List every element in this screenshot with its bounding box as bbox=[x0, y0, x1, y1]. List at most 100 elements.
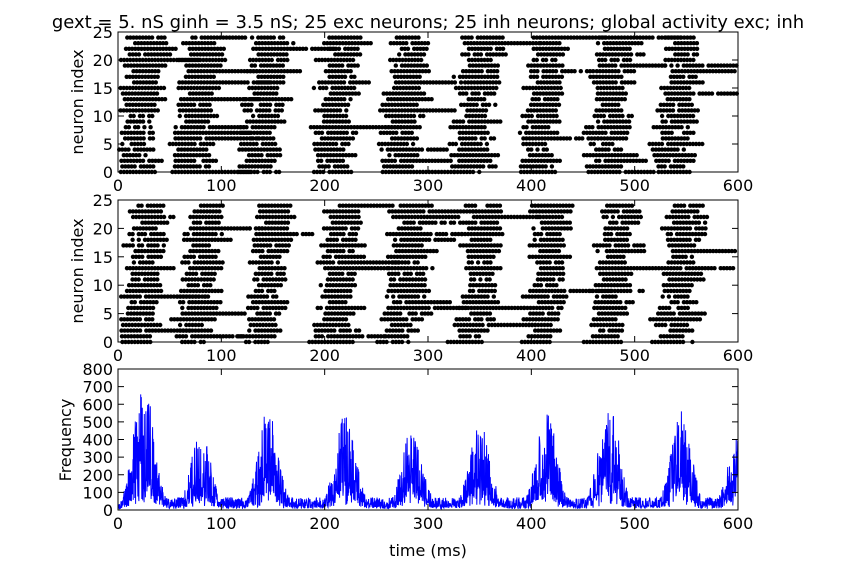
spike-dot bbox=[275, 113, 281, 119]
spike-dot bbox=[487, 248, 492, 254]
spike-dot bbox=[423, 158, 429, 163]
spike-dot bbox=[605, 46, 611, 51]
spike-dot bbox=[549, 85, 554, 91]
spike-dot bbox=[482, 220, 487, 225]
spike-dot bbox=[433, 158, 438, 163]
spike-dot bbox=[460, 69, 466, 74]
spike-dot bbox=[384, 130, 390, 135]
spike-dot bbox=[656, 322, 662, 328]
spike-dot bbox=[527, 153, 533, 158]
spike-dot bbox=[495, 74, 500, 80]
spike-dot bbox=[682, 294, 687, 299]
spike-dot bbox=[655, 108, 660, 113]
spike-dot bbox=[409, 108, 414, 113]
spike-dot bbox=[179, 85, 184, 91]
spike-dot bbox=[676, 243, 681, 248]
spike-dot bbox=[563, 69, 568, 74]
spike-dot bbox=[676, 41, 681, 46]
spike-dot bbox=[539, 136, 545, 141]
spike-dot bbox=[144, 80, 149, 85]
spike-dot bbox=[381, 164, 387, 169]
spike-dot bbox=[220, 260, 225, 265]
spike-dot bbox=[346, 260, 351, 265]
spike-dot bbox=[666, 35, 671, 40]
spike-dot bbox=[614, 136, 619, 141]
spike-dot bbox=[413, 147, 418, 152]
spike-dot bbox=[217, 311, 222, 316]
spike-dot bbox=[678, 260, 684, 265]
spike-dot bbox=[198, 136, 203, 141]
spike-dot bbox=[663, 158, 668, 163]
spike-dot bbox=[271, 91, 276, 96]
spike-dot bbox=[405, 226, 411, 231]
spike-dot bbox=[333, 102, 338, 108]
spike-dot bbox=[600, 260, 606, 265]
spike-dot bbox=[658, 102, 663, 108]
spike-dot bbox=[150, 136, 156, 141]
spike-dot bbox=[628, 266, 634, 271]
spike-dot bbox=[128, 317, 133, 322]
spike-dot bbox=[671, 97, 677, 102]
spike-dot bbox=[476, 266, 481, 271]
spike-dot bbox=[338, 248, 343, 254]
spike-dot bbox=[478, 80, 483, 85]
spike-dot bbox=[253, 328, 258, 333]
spike-dot bbox=[659, 63, 665, 68]
spike-dot bbox=[415, 294, 421, 299]
spike-dot bbox=[399, 63, 405, 68]
spike-dot bbox=[414, 288, 419, 294]
spike-dot bbox=[177, 300, 183, 305]
spike-dot bbox=[353, 91, 358, 96]
spike-dot bbox=[457, 158, 462, 163]
spike-dot bbox=[340, 300, 345, 305]
spike-dot bbox=[631, 158, 636, 163]
spike-dot bbox=[541, 248, 546, 254]
spike-dot bbox=[280, 277, 285, 282]
spike-dot bbox=[252, 147, 258, 152]
spike-dot bbox=[681, 80, 687, 85]
spike-dot bbox=[404, 277, 409, 282]
spike-dot bbox=[458, 80, 464, 85]
spike-dot bbox=[324, 102, 329, 108]
spike-dot bbox=[417, 125, 422, 130]
spike-dot bbox=[150, 158, 155, 163]
spike-dot bbox=[143, 317, 149, 322]
spike-dot bbox=[318, 322, 323, 328]
spike-dot bbox=[447, 141, 452, 147]
spike-dot bbox=[369, 334, 374, 339]
spike-dot bbox=[344, 328, 349, 333]
spike-dot bbox=[673, 136, 678, 141]
spike-dot bbox=[423, 69, 428, 74]
spike-dot bbox=[141, 136, 146, 141]
spike-dot bbox=[689, 69, 694, 74]
spike-dot bbox=[457, 74, 463, 80]
spike-dot bbox=[597, 63, 602, 68]
spike-dot bbox=[245, 130, 251, 135]
spike-dot bbox=[406, 130, 411, 135]
spike-dot bbox=[568, 226, 573, 231]
spike-dot bbox=[693, 231, 698, 237]
spike-dot bbox=[342, 35, 348, 40]
spike-dot bbox=[559, 35, 564, 40]
spike-dot bbox=[619, 260, 624, 265]
spike-dot bbox=[478, 97, 484, 102]
spike-dot bbox=[720, 69, 725, 74]
spike-dot bbox=[204, 158, 209, 163]
spike-dot bbox=[618, 226, 624, 231]
spike-dot bbox=[194, 226, 200, 231]
spike-dot bbox=[601, 80, 606, 85]
spike-dot bbox=[415, 328, 420, 333]
spike-dot bbox=[509, 305, 514, 311]
spike-dot bbox=[157, 46, 163, 51]
spike-dot bbox=[200, 97, 205, 102]
spike-dot bbox=[491, 69, 497, 74]
spike-dot bbox=[263, 231, 268, 237]
spike-dot bbox=[425, 41, 431, 46]
spike-dot bbox=[123, 147, 128, 152]
spike-dot bbox=[631, 69, 637, 74]
spike-dot bbox=[703, 226, 708, 231]
spike-dot bbox=[341, 136, 346, 141]
spike-dot bbox=[683, 254, 688, 259]
spike-dot bbox=[619, 108, 624, 113]
spike-dot bbox=[538, 41, 543, 46]
